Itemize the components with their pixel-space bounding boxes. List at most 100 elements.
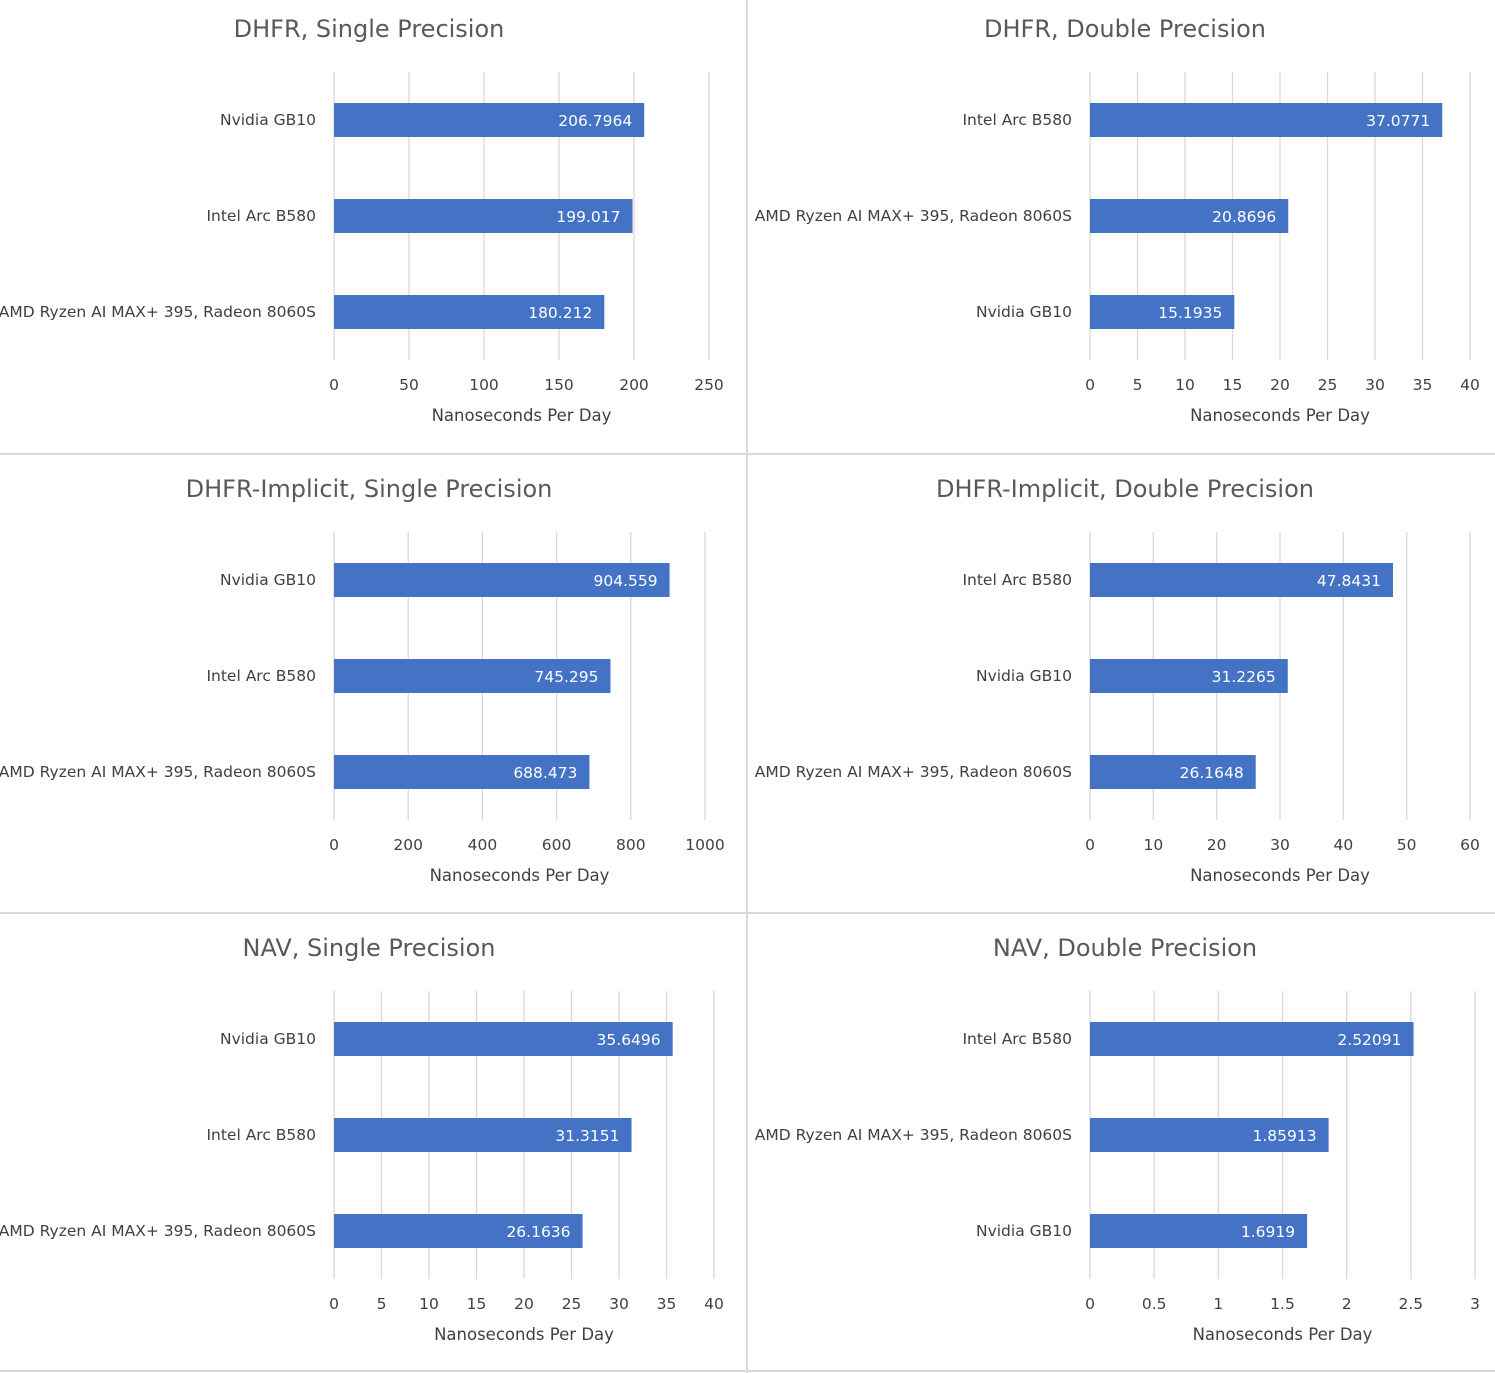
x-tick-label: 10 (1143, 836, 1163, 854)
x-tick-label: 60 (1460, 836, 1480, 854)
x-tick-label: 25 (562, 1295, 582, 1313)
chart-title: NAV, Single Precision (242, 934, 495, 962)
category-label: AMD Ryzen AI MAX+ 395, Radeon 8060S (755, 763, 1072, 781)
x-tick-label: 10 (419, 1295, 439, 1313)
x-tick-label: 5 (377, 1295, 387, 1313)
data-label: 688.473 (513, 764, 577, 782)
data-label: 37.0771 (1366, 112, 1430, 130)
category-label: Nvidia GB10 (976, 303, 1072, 321)
category-label: AMD Ryzen AI MAX+ 395, Radeon 8060S (0, 1222, 316, 1240)
x-tick-label: 35 (1413, 376, 1433, 394)
category-label: AMD Ryzen AI MAX+ 395, Radeon 8060S (0, 303, 316, 321)
data-label: 20.8696 (1212, 208, 1276, 226)
x-tick-label: 40 (1460, 376, 1480, 394)
data-label: 904.559 (593, 572, 657, 590)
data-label: 31.3151 (555, 1127, 619, 1145)
x-tick-label: 800 (616, 836, 646, 854)
x-tick-label: 40 (1333, 836, 1353, 854)
category-label: Intel Arc B580 (962, 1030, 1072, 1048)
x-tick-label: 20 (1207, 836, 1227, 854)
data-label: 180.212 (528, 304, 592, 322)
chart-title: DHFR-Implicit, Single Precision (186, 475, 553, 503)
category-label: AMD Ryzen AI MAX+ 395, Radeon 8060S (755, 207, 1072, 225)
x-axis-title: Nanoseconds Per Day (434, 1325, 614, 1344)
x-tick-label: 200 (393, 836, 423, 854)
chart-4: DHFR-Implicit, Double Precision 0 10 20 30 40… (755, 475, 1480, 885)
x-tick-label: 50 (1397, 836, 1417, 854)
x-tick-label: 2 (1342, 1295, 1352, 1313)
x-tick-label: 20 (514, 1295, 534, 1313)
x-tick-label: 0 (1085, 376, 1095, 394)
x-tick-label: 10 (1175, 376, 1195, 394)
data-label: 199.017 (556, 208, 620, 226)
chart-1: DHFR, Single Precision 0 50 100 150 200 250 Nan… (0, 15, 724, 425)
x-tick-label: 50 (399, 376, 419, 394)
category-label: AMD Ryzen AI MAX+ 395, Radeon 8060S (755, 1126, 1072, 1144)
bar (1090, 563, 1394, 597)
x-tick-label: 5 (1133, 376, 1143, 394)
x-tick-label: 200 (619, 376, 649, 394)
x-tick-label: 100 (469, 376, 499, 394)
x-axis-title: Nanoseconds Per Day (1193, 1325, 1373, 1344)
bar (1090, 1118, 1329, 1152)
bar (1090, 659, 1288, 693)
bar (1090, 295, 1235, 329)
data-label: 26.1636 (506, 1223, 570, 1241)
category-label: Nvidia GB10 (220, 1030, 316, 1048)
chart-5: NAV, Single Precision 0 5 10 15 20 25 30 35 40 Nan… (0, 934, 724, 1344)
x-tick-label: 15 (467, 1295, 487, 1313)
category-label: AMD Ryzen AI MAX+ 395, Radeon 8060S (0, 763, 316, 781)
x-tick-label: 1000 (685, 836, 724, 854)
x-tick-label: 25 (1318, 376, 1338, 394)
x-tick-label: 0.5 (1142, 1295, 1167, 1313)
bar (334, 103, 645, 137)
data-label: 2.52091 (1337, 1031, 1401, 1049)
chart-2: DHFR, Double Precision 0 5 10 15 20 25 30 35 40 Na… (755, 15, 1480, 425)
x-axis-title: Nanoseconds Per Day (1190, 406, 1370, 425)
bar (334, 1022, 673, 1056)
x-tick-label: 30 (609, 1295, 629, 1313)
x-tick-label: 1 (1213, 1295, 1223, 1313)
bar (1090, 199, 1289, 233)
x-tick-label: 0 (329, 836, 339, 854)
bar (334, 295, 605, 329)
x-tick-label: 0 (1085, 836, 1095, 854)
chart-title: DHFR, Single Precision (234, 15, 505, 43)
data-label: 1.6919 (1241, 1223, 1295, 1241)
chart-title: NAV, Double Precision (993, 934, 1257, 962)
bar (334, 755, 590, 789)
x-tick-label: 250 (694, 376, 724, 394)
x-tick-label: 40 (704, 1295, 724, 1313)
category-label: Intel Arc B580 (206, 1126, 316, 1144)
x-tick-label: 600 (542, 836, 572, 854)
x-tick-label: 30 (1270, 836, 1290, 854)
data-label: 47.8431 (1317, 572, 1381, 590)
chart-6: NAV, Double Precision 0 0.5 1 1.5 2 2.5 3 Nanose… (755, 934, 1480, 1344)
x-tick-label: 1.5 (1270, 1295, 1295, 1313)
category-label: Intel Arc B580 (206, 207, 316, 225)
data-label: 31.2265 (1212, 668, 1276, 686)
x-tick-label: 150 (544, 376, 574, 394)
bar (334, 1118, 632, 1152)
x-tick-label: 35 (657, 1295, 677, 1313)
bar (1090, 103, 1443, 137)
category-label: Intel Arc B580 (206, 667, 316, 685)
category-label: Nvidia GB10 (220, 571, 316, 589)
data-label: 1.85913 (1252, 1127, 1316, 1145)
chart-3: DHFR-Implicit, Single Precision 0 200 400 60… (0, 475, 725, 885)
bar (334, 659, 611, 693)
data-label: 745.295 (534, 668, 598, 686)
x-tick-label: 3 (1470, 1295, 1480, 1313)
category-label: Nvidia GB10 (220, 111, 316, 129)
data-label: 35.6496 (597, 1031, 661, 1049)
chart-title: DHFR-Implicit, Double Precision (936, 475, 1314, 503)
bar (334, 563, 670, 597)
x-tick-label: 0 (1085, 1295, 1095, 1313)
bar (334, 199, 633, 233)
bar (1090, 1214, 1308, 1248)
x-axis-title: Nanoseconds Per Day (432, 406, 612, 425)
data-label: 206.7964 (558, 112, 632, 130)
x-tick-label: 15 (1223, 376, 1243, 394)
category-label: Nvidia GB10 (976, 667, 1072, 685)
